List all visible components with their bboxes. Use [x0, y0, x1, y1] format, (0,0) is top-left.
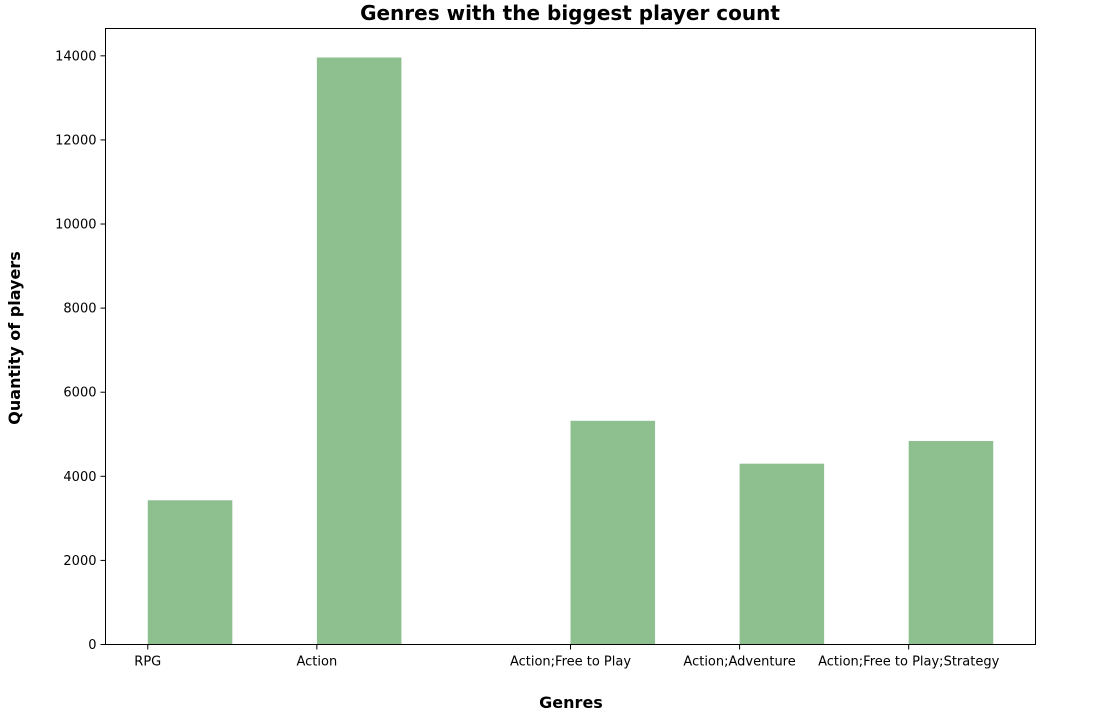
- y-tick-label-6: 12000: [55, 133, 96, 148]
- bar-3: [739, 463, 825, 645]
- y-axis: 0 2000 4000 6000 8000 10000 12000 14000: [55, 49, 106, 653]
- y-tick-label-2: 4000: [63, 470, 96, 485]
- y-tick-label-1: 2000: [63, 554, 96, 569]
- chart-title: Genres with the biggest player count: [360, 1, 780, 25]
- y-tick-label-7: 14000: [55, 49, 96, 64]
- bar-0: [147, 500, 233, 645]
- x-tick-label-3: Action;Adventure: [683, 655, 795, 670]
- y-axis-label: Quantity of players: [5, 251, 24, 424]
- bar-1: [316, 57, 402, 645]
- x-tick-label-0: RPG: [134, 655, 161, 670]
- plot-frame: [105, 28, 1036, 645]
- y-tick-label-3: 6000: [63, 386, 96, 401]
- x-axis: RPG Action Action;Free to Play Action;Adven…: [134, 644, 1000, 670]
- y-tick-label-5: 10000: [55, 218, 96, 233]
- y-tick-label-4: 8000: [63, 302, 96, 317]
- x-axis-label: Genres: [539, 693, 603, 712]
- x-tick-label-1: Action: [297, 655, 338, 670]
- x-tick-label-2: Action;Free to Play: [510, 655, 631, 670]
- bars-group: [147, 57, 994, 645]
- x-tick-label-4: Action;Free to Play;Strategy: [818, 655, 999, 670]
- y-tick-label-0: 0: [88, 638, 96, 653]
- bar-2: [570, 420, 656, 645]
- bar-4: [908, 440, 994, 645]
